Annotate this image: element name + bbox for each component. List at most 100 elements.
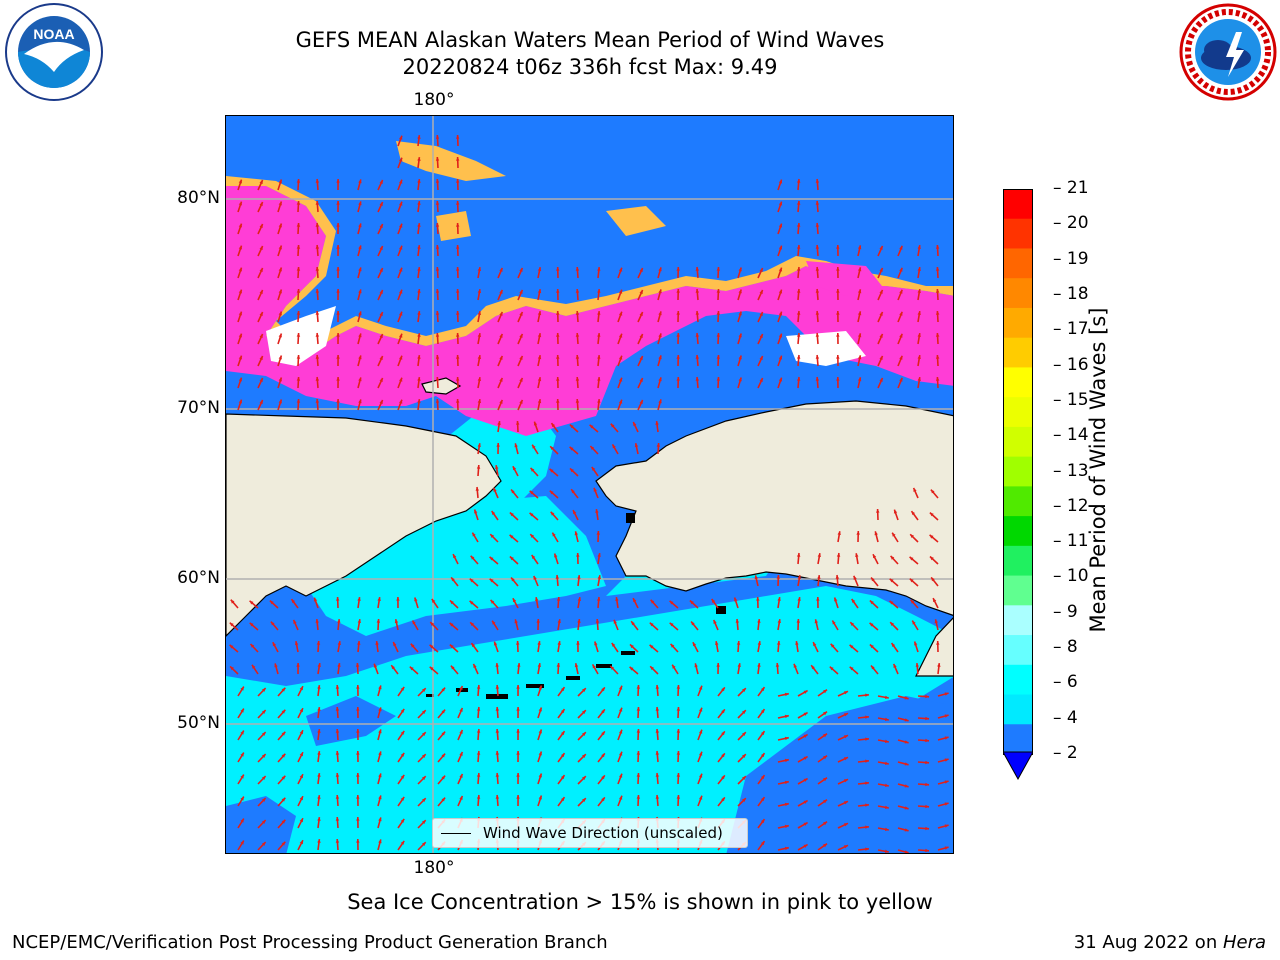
wind-wave-arrowhead (470, 622, 474, 626)
wind-wave-arrowhead (879, 377, 883, 382)
wind-wave-arrowhead (456, 333, 460, 337)
wind-wave-arrowhead (633, 598, 637, 603)
wind-wave-arrowhead (889, 600, 894, 605)
wind-wave-arrowhead (917, 333, 921, 337)
wind-wave-arrowhead (429, 644, 434, 649)
wind-wave-arrowhead (761, 731, 765, 736)
wind-wave-arrowhead (296, 245, 301, 249)
wind-wave-arrowhead (676, 311, 680, 315)
wind-wave-arrowhead (435, 355, 440, 359)
wind-wave-arrowhead (296, 289, 301, 293)
wind-wave-arrowhead (317, 817, 321, 821)
map-legend: Wind Wave Direction (unscaled) (432, 818, 748, 848)
wind-wave-arrowhead (857, 311, 862, 316)
wind-wave-arrowhead (456, 245, 460, 249)
wind-wave-arrowhead (601, 687, 605, 692)
wind-wave-arrowhead (699, 795, 703, 800)
wind-wave-arrowhead (417, 157, 421, 161)
wind-wave-arrowhead (899, 355, 903, 360)
wind-wave-arrowhead (519, 267, 523, 272)
wind-wave-arrowhead (899, 267, 903, 272)
wind-wave-arrowhead (784, 824, 789, 829)
wind-wave-arrowhead (414, 597, 418, 602)
wind-wave-arrowhead (435, 377, 440, 381)
wind-wave-arrowhead (815, 201, 820, 205)
wind-wave-arrowhead (815, 311, 820, 315)
wind-wave-arrowhead (538, 685, 542, 690)
wind-wave-arrowhead (291, 599, 295, 603)
wind-wave-arrowhead (631, 621, 635, 626)
wind-wave-arrowhead (815, 333, 820, 337)
wind-wave-arrowhead (803, 778, 808, 782)
map-panel (225, 115, 954, 854)
wind-wave-arrowhead (669, 600, 674, 605)
wind-wave-arrowhead (865, 737, 869, 741)
wind-wave-arrowhead (299, 796, 303, 801)
wind-wave-arrowhead (356, 707, 360, 711)
sea-ice-region (226, 141, 953, 436)
wind-wave-arrowhead (925, 738, 929, 743)
wind-wave-arrowhead (869, 644, 874, 649)
wind-wave-arrowhead (554, 553, 558, 558)
colorbar-band (1003, 456, 1033, 487)
wind-wave-arrowhead (337, 663, 341, 667)
wind-wave-arrowhead (890, 555, 895, 560)
wind-wave-arrowhead (417, 333, 421, 337)
wind-wave-arrowhead (240, 774, 244, 779)
wind-wave-arrowhead (590, 446, 595, 450)
wind-wave-arrowhead (925, 826, 929, 831)
wind-wave-arrowhead (721, 709, 725, 714)
wind-wave-arrowhead (676, 377, 680, 381)
wind-wave-arrowhead (618, 267, 623, 272)
wind-wave-arrowhead (865, 847, 869, 851)
wind-wave-arrowhead (435, 223, 440, 227)
wind-wave-arrowhead (422, 820, 426, 824)
wind-wave-arrowhead (551, 423, 555, 428)
wind-wave-arrowhead (597, 575, 601, 579)
wind-wave-arrowhead (639, 356, 643, 360)
wind-wave-arrowhead (557, 641, 561, 645)
wind-wave-arrowhead (491, 511, 496, 515)
wind-wave-arrowhead (261, 842, 266, 846)
wind-wave-arrowhead (601, 753, 605, 758)
wind-wave-arrowhead (435, 399, 440, 403)
wind-wave-arrowhead (879, 289, 883, 294)
wind-wave-arrowhead (613, 619, 617, 624)
wind-wave-arrowhead (299, 840, 303, 845)
wind-wave-arrowhead (757, 619, 761, 623)
wind-wave-arrowhead (738, 267, 742, 272)
wind-wave-arrowhead (516, 751, 520, 755)
wind-wave-arrowhead (561, 687, 565, 692)
wind-wave-arrowhead (618, 377, 623, 382)
wind-wave-arrowhead (299, 686, 303, 691)
colorbar-band (1003, 367, 1033, 398)
wind-wave-arrowhead (489, 578, 494, 583)
wind-wave-arrowhead (736, 641, 741, 645)
wind-wave-arrowhead (337, 641, 341, 645)
wind-wave-arrowhead (929, 534, 934, 539)
wind-wave-arrowhead (281, 709, 286, 714)
wind-wave-arrowhead (281, 687, 286, 692)
wind-wave-arrowhead (337, 619, 341, 623)
wind-wave-arrowhead (238, 333, 242, 338)
wind-wave-arrowhead (376, 619, 381, 623)
wind-wave-arrowhead (336, 179, 340, 183)
wind-wave-arrowhead (417, 201, 421, 205)
wind-wave-arrowhead (815, 267, 820, 271)
lon-label-top: 180° (413, 90, 455, 110)
wind-wave-arrowhead (721, 775, 725, 780)
wind-wave-arrowhead (784, 780, 789, 785)
wind-wave-arrowhead (865, 715, 869, 719)
wind-wave-arrowhead (601, 775, 605, 780)
wind-wave-arrowhead (738, 355, 742, 360)
wind-wave-arrowhead (784, 714, 789, 719)
wind-wave-arrowhead (796, 355, 801, 359)
footer-credit: NCEP/EMC/Verification Post Processing Pr… (12, 932, 608, 953)
wind-wave-arrowhead (655, 685, 660, 689)
colorbar-band (1003, 397, 1033, 428)
wind-wave-arrowhead (595, 619, 600, 623)
wind-wave-arrowhead (759, 334, 763, 338)
wind-wave-arrowhead (400, 686, 405, 691)
wind-wave-arrowhead (238, 399, 242, 404)
wind-wave-arrowhead (537, 663, 541, 667)
